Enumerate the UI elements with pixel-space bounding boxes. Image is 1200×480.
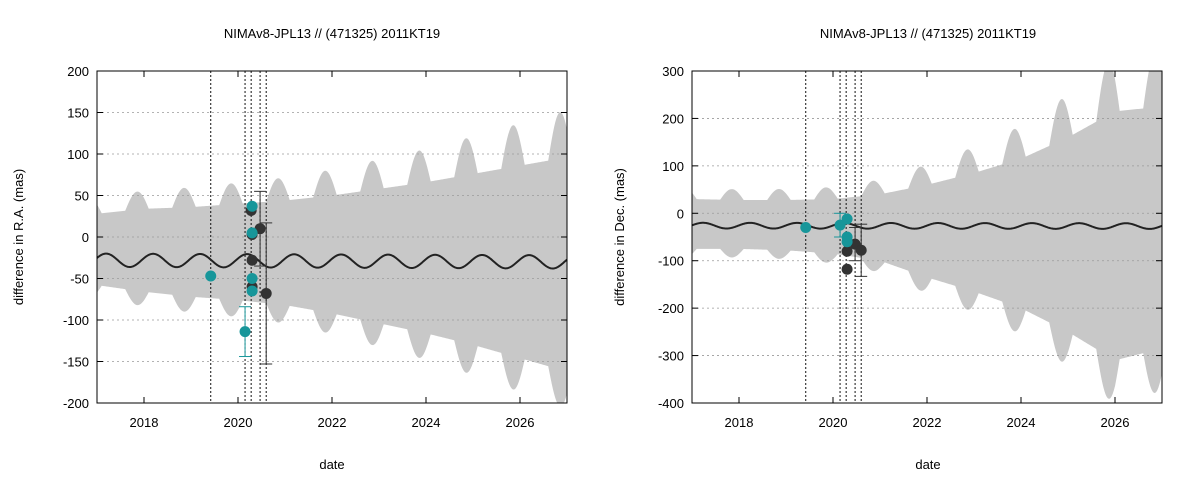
ra-teal-point-0 bbox=[205, 270, 217, 282]
ra-teal-point-4 bbox=[246, 273, 258, 284]
ra-y-tick-label-3: -50 bbox=[70, 272, 89, 287]
ra-y-tick-label-6: 100 bbox=[67, 147, 89, 162]
ra-y-axis-label: difference in R.A. (mas) bbox=[11, 169, 26, 305]
dec-x-axis-label: date bbox=[915, 457, 940, 472]
ra-y-tick-label-4: 0 bbox=[82, 230, 89, 245]
dec-x-tick-label-1: 2020 bbox=[819, 415, 848, 430]
dec-y-tick-label-4: 0 bbox=[677, 206, 684, 221]
ra-x-tick-label-4: 2026 bbox=[506, 415, 535, 430]
dec-y-tick-label-7: 300 bbox=[662, 64, 684, 79]
dec-y-tick-label-0: -400 bbox=[658, 396, 684, 411]
ra-dark-point-5 bbox=[260, 287, 272, 299]
ra-panel: NIMAv8-JPL13 // (471325) 2011KT19 date d… bbox=[11, 26, 568, 472]
ra-x-tick-label-2: 2022 bbox=[318, 415, 347, 430]
dec-panel: NIMAv8-JPL13 // (471325) 2011KT19 date d… bbox=[612, 26, 1163, 472]
dec-x-tick-label-2: 2022 bbox=[913, 415, 942, 430]
ra-x-tick-label-3: 2024 bbox=[412, 415, 441, 430]
dec-x-tick-label-0: 2018 bbox=[725, 415, 754, 430]
ra-y-tick-label-5: 50 bbox=[75, 189, 89, 204]
dec-y-tick-label-5: 100 bbox=[662, 159, 684, 174]
ra-y-tick-label-7: 150 bbox=[67, 106, 89, 121]
ra-teal-point-5 bbox=[246, 285, 258, 297]
ra-y-tick-label-1: -150 bbox=[63, 355, 89, 370]
dec-dark-point-0 bbox=[841, 245, 853, 257]
ra-chart-title: NIMAv8-JPL13 // (471325) 2011KT19 bbox=[224, 26, 440, 41]
dec-x-tick-label-4: 2026 bbox=[1101, 415, 1130, 430]
dec-x-tick-label-3: 2024 bbox=[1007, 415, 1036, 430]
ra-y-tick-label-0: -200 bbox=[63, 396, 89, 411]
dec-chart-title: NIMAv8-JPL13 // (471325) 2011KT19 bbox=[820, 26, 1036, 41]
dec-y-axis-label: difference in Dec. (mas) bbox=[612, 168, 627, 306]
dec-y-tick-label-3: -100 bbox=[658, 254, 684, 269]
ra-y-tick-label-8: 200 bbox=[67, 64, 89, 79]
dec-y-tick-label-2: -200 bbox=[658, 301, 684, 316]
dec-teal-point-4 bbox=[841, 236, 853, 248]
ra-x-axis-label: date bbox=[319, 457, 344, 472]
dec-y-tick-label-6: 200 bbox=[662, 111, 684, 126]
dec-dark-point-1 bbox=[841, 263, 853, 275]
ra-y-tick-label-2: -100 bbox=[63, 313, 89, 328]
ra-x-tick-label-1: 2020 bbox=[224, 415, 253, 430]
dec-mean-curve bbox=[691, 221, 1163, 230]
dec-uncertainty-band bbox=[692, 71, 1162, 399]
ra-x-tick-label-0: 2018 bbox=[130, 415, 159, 430]
dec-teal-point-2 bbox=[841, 213, 853, 225]
dec-y-tick-label-1: -300 bbox=[658, 349, 684, 364]
ra-teal-point-2 bbox=[246, 200, 258, 212]
ra-teal-point-1 bbox=[239, 326, 251, 338]
ra-mean-curve bbox=[96, 252, 568, 270]
ra-teal-point-3 bbox=[246, 227, 258, 239]
dec-teal-point-0 bbox=[800, 222, 812, 234]
ra-dark-point-2 bbox=[246, 254, 258, 266]
dec-dark-point-3 bbox=[855, 244, 867, 256]
